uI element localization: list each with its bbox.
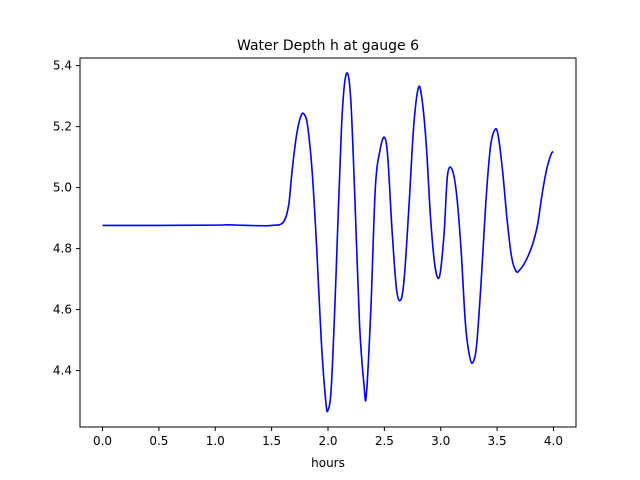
y-tick-label: 5.2 <box>53 120 72 134</box>
x-tick-label: 0.0 <box>93 434 112 448</box>
y-tick-label: 4.8 <box>53 242 72 256</box>
x-tick-label: 0.5 <box>149 434 168 448</box>
x-tick-label: 2.0 <box>318 434 337 448</box>
series-line-0 <box>102 72 555 413</box>
plot-area <box>102 72 555 413</box>
y-axis: 4.4 4.6 4.8 5.0 5.2 5.4 <box>53 59 80 378</box>
chart-title: Water Depth h at gauge 6 <box>237 38 419 54</box>
y-tick-label: 4.4 <box>53 364 72 378</box>
x-tick-label: 3.5 <box>488 434 507 448</box>
x-axis: 0.0 0.5 1.0 1.5 2.0 2.5 3.0 3.5 4.0 <box>93 427 563 448</box>
y-tick-label: 5.0 <box>53 181 72 195</box>
x-tick-label: 1.5 <box>262 434 281 448</box>
y-tick-label: 5.4 <box>53 59 72 73</box>
x-tick-label: 1.0 <box>206 434 225 448</box>
x-tick-label: 3.0 <box>431 434 450 448</box>
x-tick-label: 2.5 <box>375 434 394 448</box>
x-axis-title: hours <box>311 456 345 470</box>
x-tick-label: 4.0 <box>544 434 563 448</box>
y-tick-label: 4.6 <box>53 303 72 317</box>
axes-frame <box>79 57 577 428</box>
